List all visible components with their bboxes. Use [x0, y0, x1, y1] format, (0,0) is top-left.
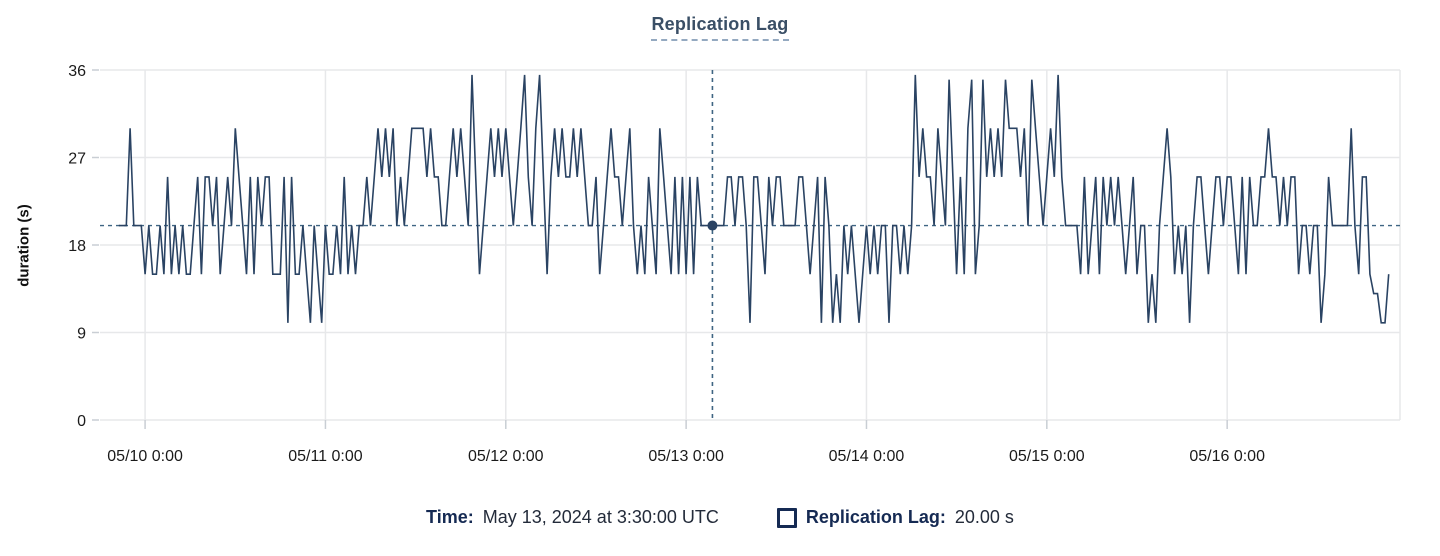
replication-lag-series-line — [118, 74, 1390, 324]
x-tick-label: 05/11 0:00 — [288, 448, 363, 465]
legend-time-value: May 13, 2024 at 3:30:00 UTC — [482, 507, 719, 527]
y-tick-label: 0 — [77, 413, 86, 430]
y-tick-label: 9 — [77, 326, 86, 343]
x-tick-label: 05/14 0:00 — [829, 448, 905, 465]
y-tick-label: 18 — [68, 238, 86, 255]
x-tick-label: 05/13 0:00 — [648, 448, 724, 465]
y-tick-label: 36 — [68, 63, 86, 80]
hover-point-marker — [707, 220, 718, 231]
y-tick-label: 27 — [68, 151, 86, 168]
legend-time-label: Time: — [426, 507, 474, 527]
legend-series-value: 20.00 s — [954, 507, 1014, 527]
legend-series-label: Replication Lag: — [805, 507, 946, 527]
chart-legend: Time: May 13, 2024 at 3:30:00 UTC Replic… — [0, 507, 1440, 528]
series-toggle-checkbox-icon[interactable] — [776, 507, 797, 528]
x-tick-label: 05/12 0:00 — [468, 448, 544, 465]
chart-title-row: Replication Lag — [0, 14, 1440, 41]
chart-hover-capture[interactable] — [100, 70, 1400, 420]
chart-plot-area[interactable]: 0 9 18 27 36 05/10 0:00 05/11 0:00 05/12 0:00 05… — [0, 0, 1440, 480]
x-tick-label: 05/10 0:00 — [107, 448, 183, 465]
chart-title[interactable]: Replication Lag — [651, 14, 789, 41]
x-tick-label: 05/16 0:00 — [1189, 448, 1265, 465]
x-tick-label: 05/15 0:00 — [1009, 448, 1085, 465]
